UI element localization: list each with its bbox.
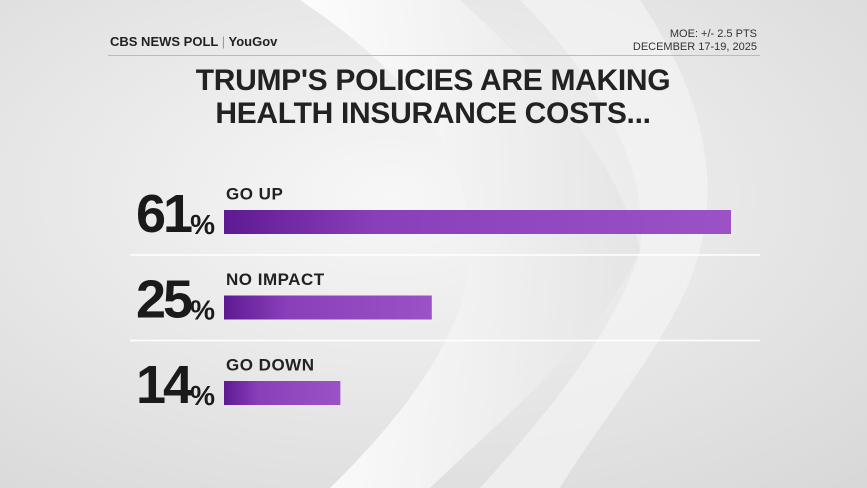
bar xyxy=(224,295,432,320)
value-number: 14 xyxy=(136,355,193,415)
value-label: 61% xyxy=(136,184,215,244)
chart-title: TRUMP'S POLICIES ARE MAKING HEALTH INSUR… xyxy=(195,64,671,130)
value-label: 25% xyxy=(136,270,215,330)
value-unit: % xyxy=(190,209,215,240)
poll-info: MOE: +/- 2.5 PTS DECEMBER 17-19, 2025 xyxy=(633,28,757,54)
brand-text: CBS NEWS POLL xyxy=(110,34,219,49)
dates: DECEMBER 17-19, 2025 xyxy=(632,41,757,53)
brand: CBS NEWS POLL | YouGov xyxy=(110,34,278,49)
header-rule xyxy=(108,55,760,56)
category-label: GO UP xyxy=(226,184,283,203)
value-unit: % xyxy=(190,380,215,411)
value-number: 61 xyxy=(136,184,192,244)
bar xyxy=(224,210,731,234)
partner-text: YouGov xyxy=(228,34,278,49)
bar xyxy=(224,381,341,405)
value-number: 25 xyxy=(136,270,192,330)
moe: MOE: +/- 2.5 PTS xyxy=(669,28,757,40)
category-label: GO DOWN xyxy=(226,355,315,374)
value-unit: % xyxy=(190,295,215,326)
value-label: 14% xyxy=(136,355,215,415)
category-label: NO IMPACT xyxy=(226,270,325,289)
